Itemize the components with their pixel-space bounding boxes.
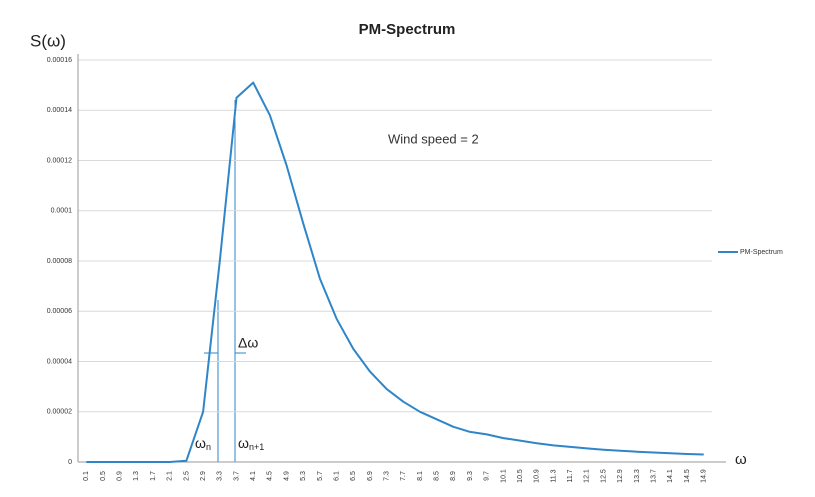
y-tick-label: 0.00002 [47, 409, 72, 416]
x-tick-label: 6.5 [350, 471, 357, 481]
delta-omega: Δω [238, 335, 258, 351]
x-tick-label: 12.1 [584, 469, 591, 483]
x-tick-label: 13.7 [650, 469, 657, 483]
y-tick-label: 0.00008 [47, 258, 72, 265]
x-tick-label: 10.5 [517, 469, 524, 483]
x-tick-label: 11.7 [567, 469, 574, 482]
x-tick-label: 13.3 [634, 469, 641, 483]
x-tick-label: 7.7 [400, 471, 407, 481]
x-tick-label: 9.7 [484, 471, 491, 481]
x-tick-label: 5.3 [300, 471, 307, 481]
x-tick-label: 12.5 [600, 469, 607, 483]
y-tick-label: 0 [68, 459, 72, 466]
y-tick-label: 0.0001 [51, 208, 73, 215]
x-tick-label: 8.1 [417, 471, 424, 481]
omega-sub: n+1 [249, 442, 264, 452]
omega-sub: n [206, 442, 211, 452]
x-tick-label: 14.9 [701, 469, 708, 483]
x-tick-label: 11.3 [550, 469, 557, 482]
omega-base: ω [238, 435, 249, 451]
x-tick-label: 10.9 [534, 469, 541, 483]
x-axis-label: ω [735, 451, 747, 468]
x-tick-label: 4.5 [267, 471, 274, 481]
x-tick-label: 2.1 [167, 471, 174, 481]
y-tick-label: 0.00016 [47, 57, 72, 64]
omega-base: ω [195, 435, 206, 451]
x-tick-label: 2.5 [183, 471, 190, 481]
y-tick-label: 0.00012 [47, 157, 72, 164]
y-tick-label: 0.00014 [47, 107, 72, 114]
x-tick-label: 14.1 [667, 469, 674, 483]
omega-n: ωn [195, 435, 211, 453]
x-tick-label: 3.3 [217, 471, 224, 481]
x-tick-label: 6.1 [333, 471, 340, 481]
x-tick-label: 8.9 [450, 471, 457, 481]
x-tick-label: 12.9 [617, 469, 624, 483]
x-tick-label: 6.9 [367, 471, 374, 481]
x-tick-label: 10.1 [500, 469, 507, 483]
x-tick-label: 0.9 [117, 471, 124, 481]
x-tick-label: 1.3 [133, 471, 140, 481]
y-tick-label: 0.00004 [47, 358, 72, 365]
chart-title: PM-Spectrum [359, 21, 456, 38]
y-tick-label: 0.00006 [47, 308, 72, 315]
x-tick-label: 4.1 [250, 471, 257, 481]
x-tick-label: 4.9 [283, 471, 290, 481]
legend-label: PM-Spectrum [740, 249, 783, 256]
x-tick-label: 0.1 [83, 471, 90, 481]
x-tick-label: 0.5 [100, 471, 107, 481]
x-tick-label: 2.9 [200, 471, 207, 481]
x-tick-label: 14.5 [684, 469, 691, 483]
x-tick-label: 7.3 [384, 471, 391, 481]
x-tick-label: 1.7 [150, 471, 157, 481]
x-tick-label: 3.7 [233, 471, 240, 481]
wind-speed-note: Wind speed = 2 [388, 131, 479, 146]
x-tick-label: 9.3 [467, 471, 474, 481]
x-tick-label: 5.7 [317, 471, 324, 481]
data-line [86, 81, 704, 463]
y-axis-label: S(ω) [30, 31, 66, 50]
x-tick-label: 8.5 [434, 471, 441, 481]
omega-n1: ωn+1 [238, 435, 264, 453]
